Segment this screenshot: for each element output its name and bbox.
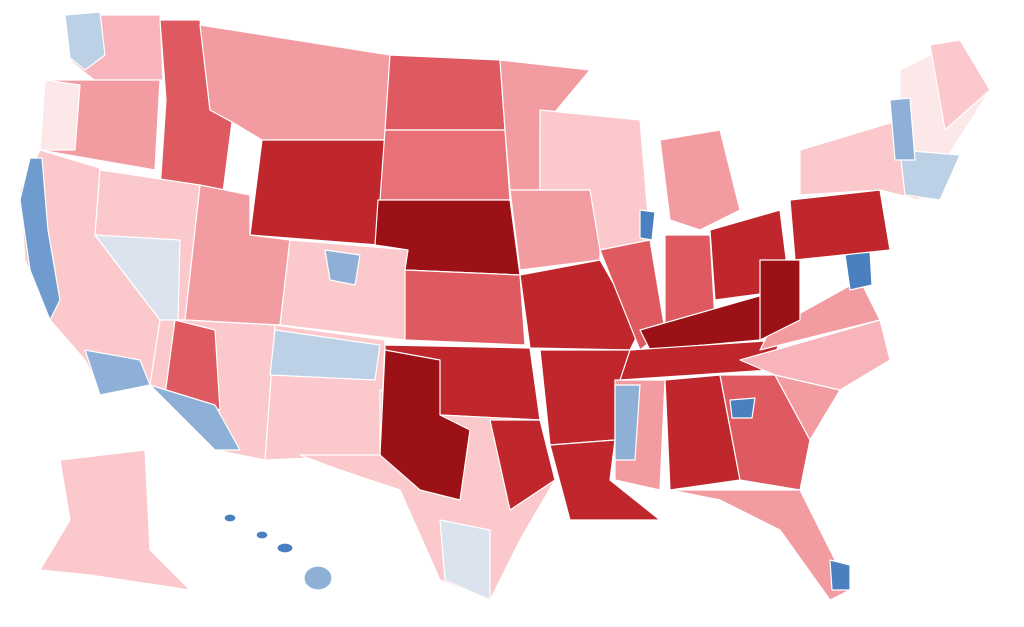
hawaii <box>303 565 333 591</box>
arizona-south <box>149 384 241 451</box>
oregon-west <box>39 79 81 151</box>
maine <box>929 39 991 131</box>
new-york <box>799 119 921 201</box>
missouri <box>519 259 641 351</box>
north-dakota <box>384 54 506 131</box>
pennsylvania <box>789 189 891 261</box>
michigan <box>659 129 741 231</box>
texas-south <box>439 519 491 601</box>
texas-east <box>489 419 556 511</box>
florida <box>669 489 851 601</box>
washington-west <box>64 11 106 71</box>
california-coast <box>19 157 61 321</box>
arizona-west <box>164 319 221 411</box>
colorado-denver <box>324 249 361 286</box>
georgia-atlanta <box>729 397 756 419</box>
north-carolina <box>739 319 891 391</box>
texas <box>299 389 556 601</box>
hawaii <box>255 530 269 540</box>
mississippi-delta <box>614 384 641 461</box>
virginia-north <box>844 249 873 291</box>
hawaii <box>223 513 237 523</box>
iowa <box>509 189 601 271</box>
new-england-south <box>899 149 961 201</box>
alaska <box>39 449 191 591</box>
louisiana <box>549 439 661 521</box>
vermont <box>889 97 916 161</box>
south-dakota <box>379 129 511 201</box>
west-virginia <box>759 259 801 341</box>
regions <box>19 11 991 601</box>
kansas <box>404 269 526 346</box>
new-mexico-north <box>269 329 381 381</box>
virginia <box>759 279 881 351</box>
florida-south <box>829 559 851 591</box>
wyoming <box>249 139 386 246</box>
texas-panhandle <box>379 349 471 501</box>
wisconsin-milwaukee <box>639 209 656 241</box>
hawaii <box>276 542 294 554</box>
